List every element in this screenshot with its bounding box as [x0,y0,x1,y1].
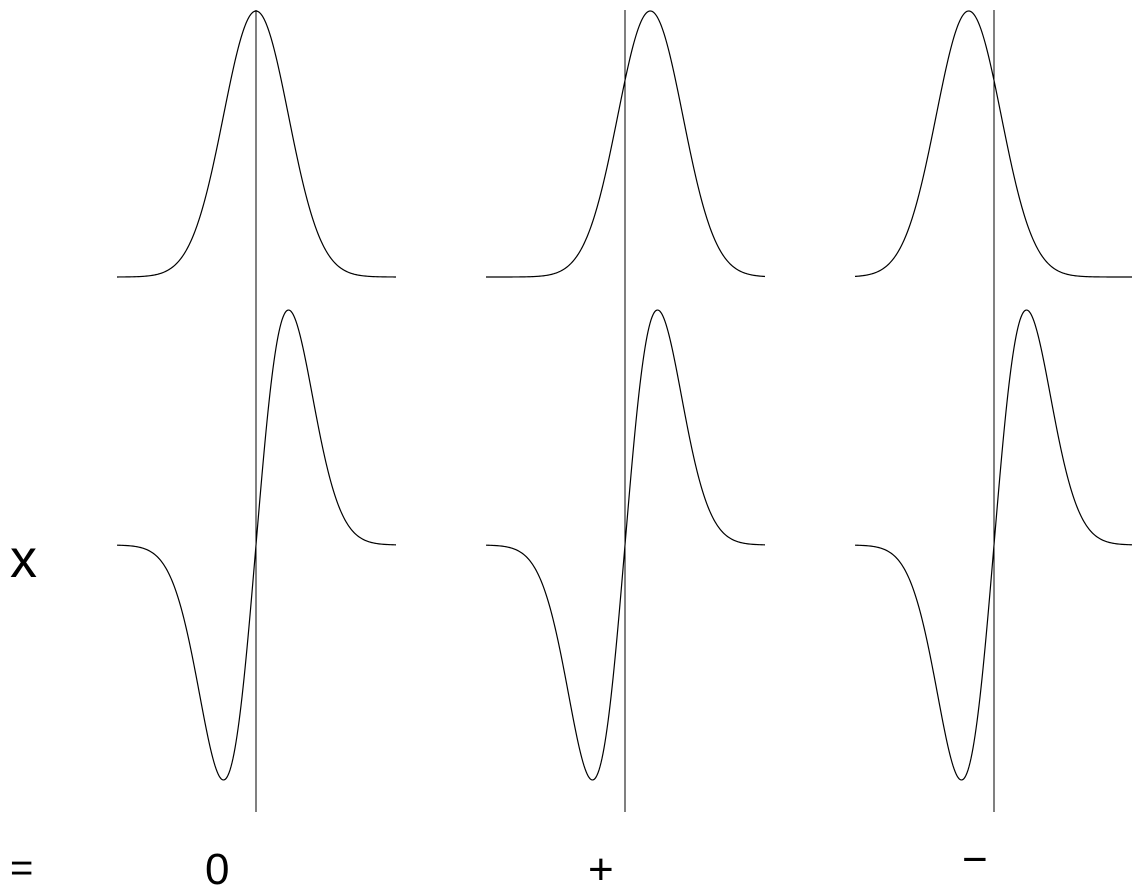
odd-wave-curve [854,309,1132,781]
odd-wave-curve [116,309,397,781]
gaussian-curve [486,10,766,278]
odd-wave-curve [485,309,766,781]
panel-2 [854,10,1132,812]
multiply-symbol: x [10,529,37,589]
equals-symbol: = [10,846,34,890]
result-plus: + [588,845,614,894]
result-zero: 0 [205,845,230,894]
result-minus: − [962,835,988,884]
panel-0 [116,10,397,812]
gaussian-curve [117,10,396,278]
panel-1 [485,10,766,812]
gaussian-curve [854,10,1132,278]
